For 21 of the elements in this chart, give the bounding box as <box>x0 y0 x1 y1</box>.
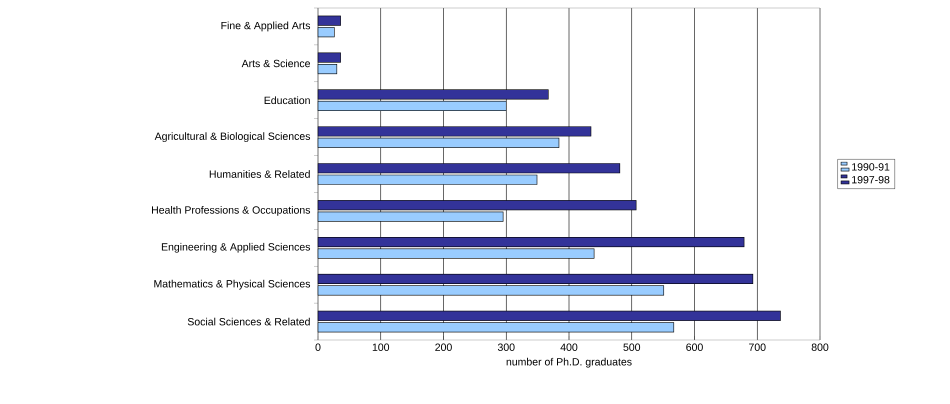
legend-label: 1997-98 <box>852 176 890 184</box>
x-tick-label: 500 <box>623 344 640 351</box>
x-tick-label: 100 <box>372 344 390 351</box>
x-tick-label: 0 <box>315 344 321 351</box>
y-tick-label: Humanities & Related <box>210 170 310 178</box>
x-axis-title: number of Ph.D. graduates <box>506 358 632 368</box>
y-tick-label: Arts & Science <box>242 59 310 68</box>
y-tick-label: Engineering & Applied Sciences <box>162 242 310 253</box>
x-tick-label: 700 <box>749 344 766 351</box>
x-tick-label: 300 <box>498 344 515 351</box>
y-tick-label: Agricultural & Biological Sciences <box>154 132 310 142</box>
y-tick-label: Social Sciences & Related <box>188 318 310 326</box>
x-tick-label: 800 <box>812 344 828 351</box>
x-tick-label: 600 <box>686 344 703 351</box>
x-tick-label: 400 <box>560 344 578 351</box>
legend-label: 1990-91 <box>852 163 890 171</box>
y-tick-label: Health Professions & Occupations <box>152 206 310 216</box>
y-tick-label: Education <box>264 96 310 104</box>
y-tick-label: Mathematics & Physical Sciences <box>154 280 310 290</box>
y-tick-label: Fine & Applied Arts <box>221 22 310 32</box>
x-tick-label: 200 <box>435 344 452 351</box>
